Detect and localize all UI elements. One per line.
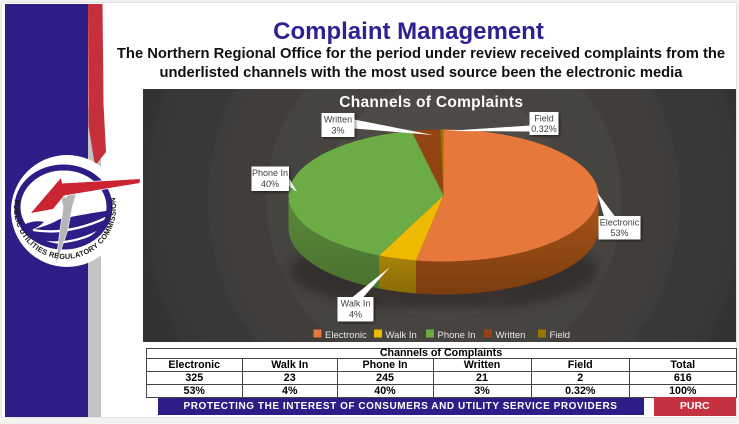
svg-text:4%: 4% [349, 309, 362, 319]
svg-text:Electronic: Electronic [600, 217, 640, 227]
svg-text:3%: 3% [331, 125, 344, 135]
svg-text:Field: Field [534, 113, 554, 123]
svg-text:Phone In: Phone In [252, 168, 288, 178]
svg-text:Written: Written [496, 330, 526, 341]
svg-text:Walk In: Walk In [386, 330, 417, 341]
svg-text:Phone In: Phone In [438, 330, 476, 341]
svg-text:Electronic: Electronic [325, 330, 367, 341]
svg-text:40%: 40% [261, 179, 279, 189]
svg-text:Field: Field [550, 330, 571, 341]
svg-text:Walk In: Walk In [341, 298, 371, 308]
svg-text:Written: Written [324, 114, 352, 124]
svg-text:0.32%: 0.32% [531, 124, 557, 134]
svg-text:53%: 53% [610, 228, 628, 238]
